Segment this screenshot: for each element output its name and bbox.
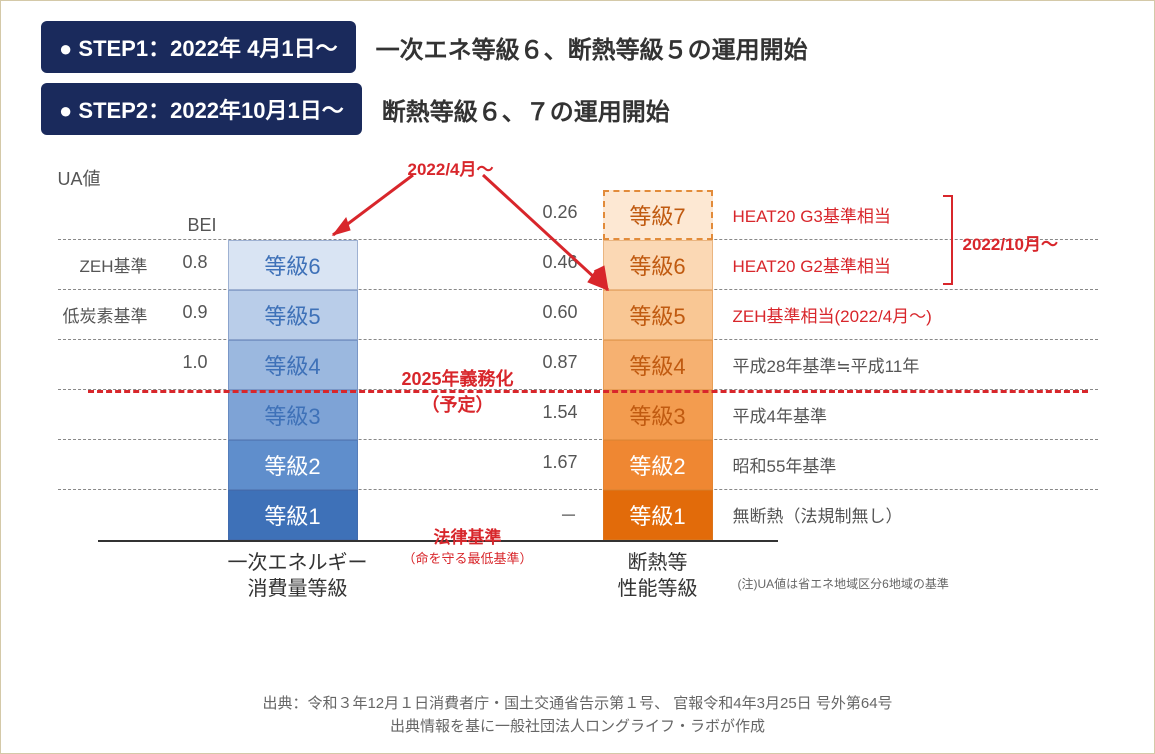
- thermal-grade-6: 等級1: [603, 490, 713, 540]
- grade-row-4: 等級31.54等級3平成4年基準: [58, 390, 1098, 440]
- law-sub-text: （命を守る最低基準）: [402, 551, 532, 566]
- thermal-right-5: 昭和55年基準: [733, 452, 837, 477]
- thermal-right-6: 無断熱（法規制無し）: [733, 502, 903, 527]
- thermal-right-3: 平成28年基準≒平成11年: [733, 352, 920, 377]
- source-line2: 出典情報を基に一般社団法人ロングライフ・ラボが作成: [1, 716, 1154, 739]
- mandatory-line: [88, 390, 1088, 393]
- ua-val-5: 1.67: [518, 452, 578, 473]
- bei-val-1: 0.8: [168, 252, 208, 273]
- step2-desc: 断熱等級６、７の運用開始: [382, 92, 670, 127]
- energy-grade-2: 等級5: [228, 290, 358, 340]
- bei-val-3: 1.0: [168, 352, 208, 373]
- thermal-grade-4: 等級3: [603, 390, 713, 440]
- thermal-right-0: HEAT20 G3基準相当: [733, 202, 891, 227]
- mandatory-text: 2025年義務化 （予定）: [401, 369, 513, 415]
- arrow-to-grade5: [478, 170, 628, 305]
- step-row-2: ● STEP2：2022年10月1日～ 断熱等級６、７の運用開始: [41, 83, 1114, 135]
- mandatory-label: 2025年義務化 （予定）: [378, 365, 538, 417]
- ua-note: (注)UA値は省エネ地域区分6地域の基準: [738, 575, 949, 592]
- arrow-to-grade6: [318, 170, 438, 250]
- energy-grade-6: 等級1: [228, 490, 358, 540]
- left-label-2: 低炭素基準: [38, 302, 148, 327]
- grade-row-3: 1.0等級40.87等級4平成28年基準≒平成11年: [58, 340, 1098, 390]
- energy-axis-label: 一次エネルギー 消費量等級: [208, 550, 388, 602]
- ua-val-2: 0.60: [518, 302, 578, 323]
- step-row-1: ● STEP1：2022年 4月1日～ 一次エネ等級６、断熱等級５の運用開始: [41, 21, 1114, 73]
- thermal-right-4: 平成4年基準: [733, 402, 827, 427]
- grade-row-6: 等級1－等級1無断熱（法規制無し）: [58, 490, 1098, 540]
- source-line1: 出典：令和３年12月１日消費者庁・国土交通省告示第１号、 官報令和4年3月25日…: [1, 693, 1154, 716]
- source-block: 出典：令和３年12月１日消費者庁・国土交通省告示第１号、 官報令和4年3月25日…: [1, 693, 1154, 738]
- energy-grade-5: 等級2: [228, 440, 358, 490]
- thermal-grade-5: 等級2: [603, 440, 713, 490]
- thermal-right-1: HEAT20 G2基準相当: [733, 252, 891, 277]
- chart-area: BEI UA値 0.26等級7HEAT20 G3基準相当ZEH基準0.8等級60…: [58, 165, 1098, 665]
- energy-grade-3: 等級4: [228, 340, 358, 390]
- steps-block: ● STEP1：2022年 4月1日～ 一次エネ等級６、断熱等級５の運用開始 ●…: [41, 21, 1114, 135]
- bracket-right: [943, 195, 953, 285]
- thermal-grade-3: 等級4: [603, 340, 713, 390]
- date-right-annot: 2022/10月～: [963, 230, 1058, 255]
- left-label-1: ZEH基準: [38, 252, 148, 277]
- step1-badge: ● STEP1：2022年 4月1日～: [41, 21, 356, 73]
- step1-desc: 一次エネ等級６、断熱等級５の運用開始: [376, 30, 808, 65]
- law-label: 法律基準 （命を守る最低基準）: [398, 523, 538, 568]
- thermal-right-2: ZEH基準相当(2022/4月～): [733, 302, 932, 327]
- energy-grade-4: 等級3: [228, 390, 358, 440]
- thermal-axis-label: 断熱等 性能等級: [593, 550, 723, 602]
- bei-val-2: 0.9: [168, 302, 208, 323]
- law-text: 法律基準: [434, 528, 502, 547]
- step2-badge: ● STEP2：2022年10月1日～: [41, 83, 362, 135]
- grade-row-5: 等級2 1.67 等級2 昭和55年基準: [58, 440, 1098, 490]
